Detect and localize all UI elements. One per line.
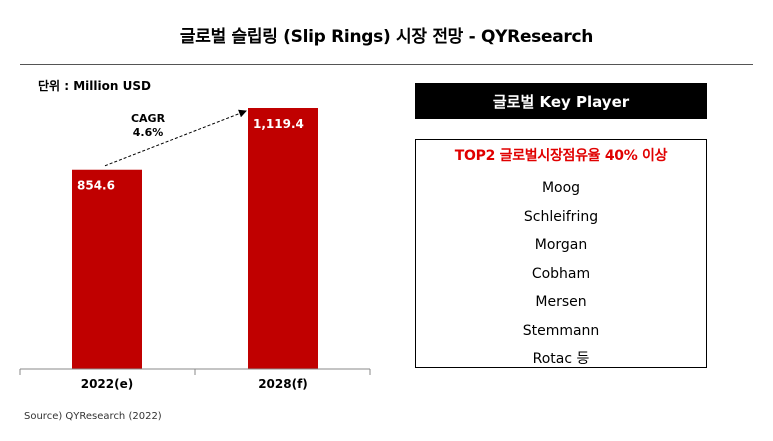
page-title: 글로벌 슬립링 (Slip Rings) 시장 전망 - QYResearch — [179, 27, 594, 47]
company-item: Stemmann — [522, 322, 600, 339]
title-divider — [20, 64, 753, 65]
bar — [72, 169, 142, 369]
cagr-label: CAGR — [131, 112, 166, 125]
key-player-box: TOP2 글로벌시장점유율 40% 이상 Moog Schleifring Morg… — [415, 139, 707, 368]
company-item: Schleifring — [523, 208, 599, 225]
company-item: Rotac 등 — [532, 351, 590, 367]
company-item: Mersen — [535, 294, 587, 310]
cagr-value: 4.6% — [133, 126, 164, 139]
source-note: Source) QYResearch (2022) — [24, 411, 162, 422]
unit-label: 단위 : Million USD — [38, 79, 151, 93]
company-item: Moog — [541, 180, 581, 196]
company-item: Morgan — [534, 237, 588, 253]
bar — [248, 108, 318, 369]
data-label: 1,119.4 — [253, 117, 304, 131]
category-label: 2022(e) — [81, 377, 134, 391]
data-label: 854.6 — [77, 179, 115, 193]
company-item: Cobham — [531, 265, 591, 282]
category-label: 2028(f) — [258, 377, 308, 391]
company-list: Moog Schleifring Morgan Cobham Mersen Stemman… — [416, 174, 706, 374]
cagr-arrow — [104, 109, 247, 167]
market-share-note: TOP2 글로벌시장점유율 40% 이상 — [454, 148, 668, 164]
key-player-header: 글로벌 Key Player — [415, 83, 707, 119]
